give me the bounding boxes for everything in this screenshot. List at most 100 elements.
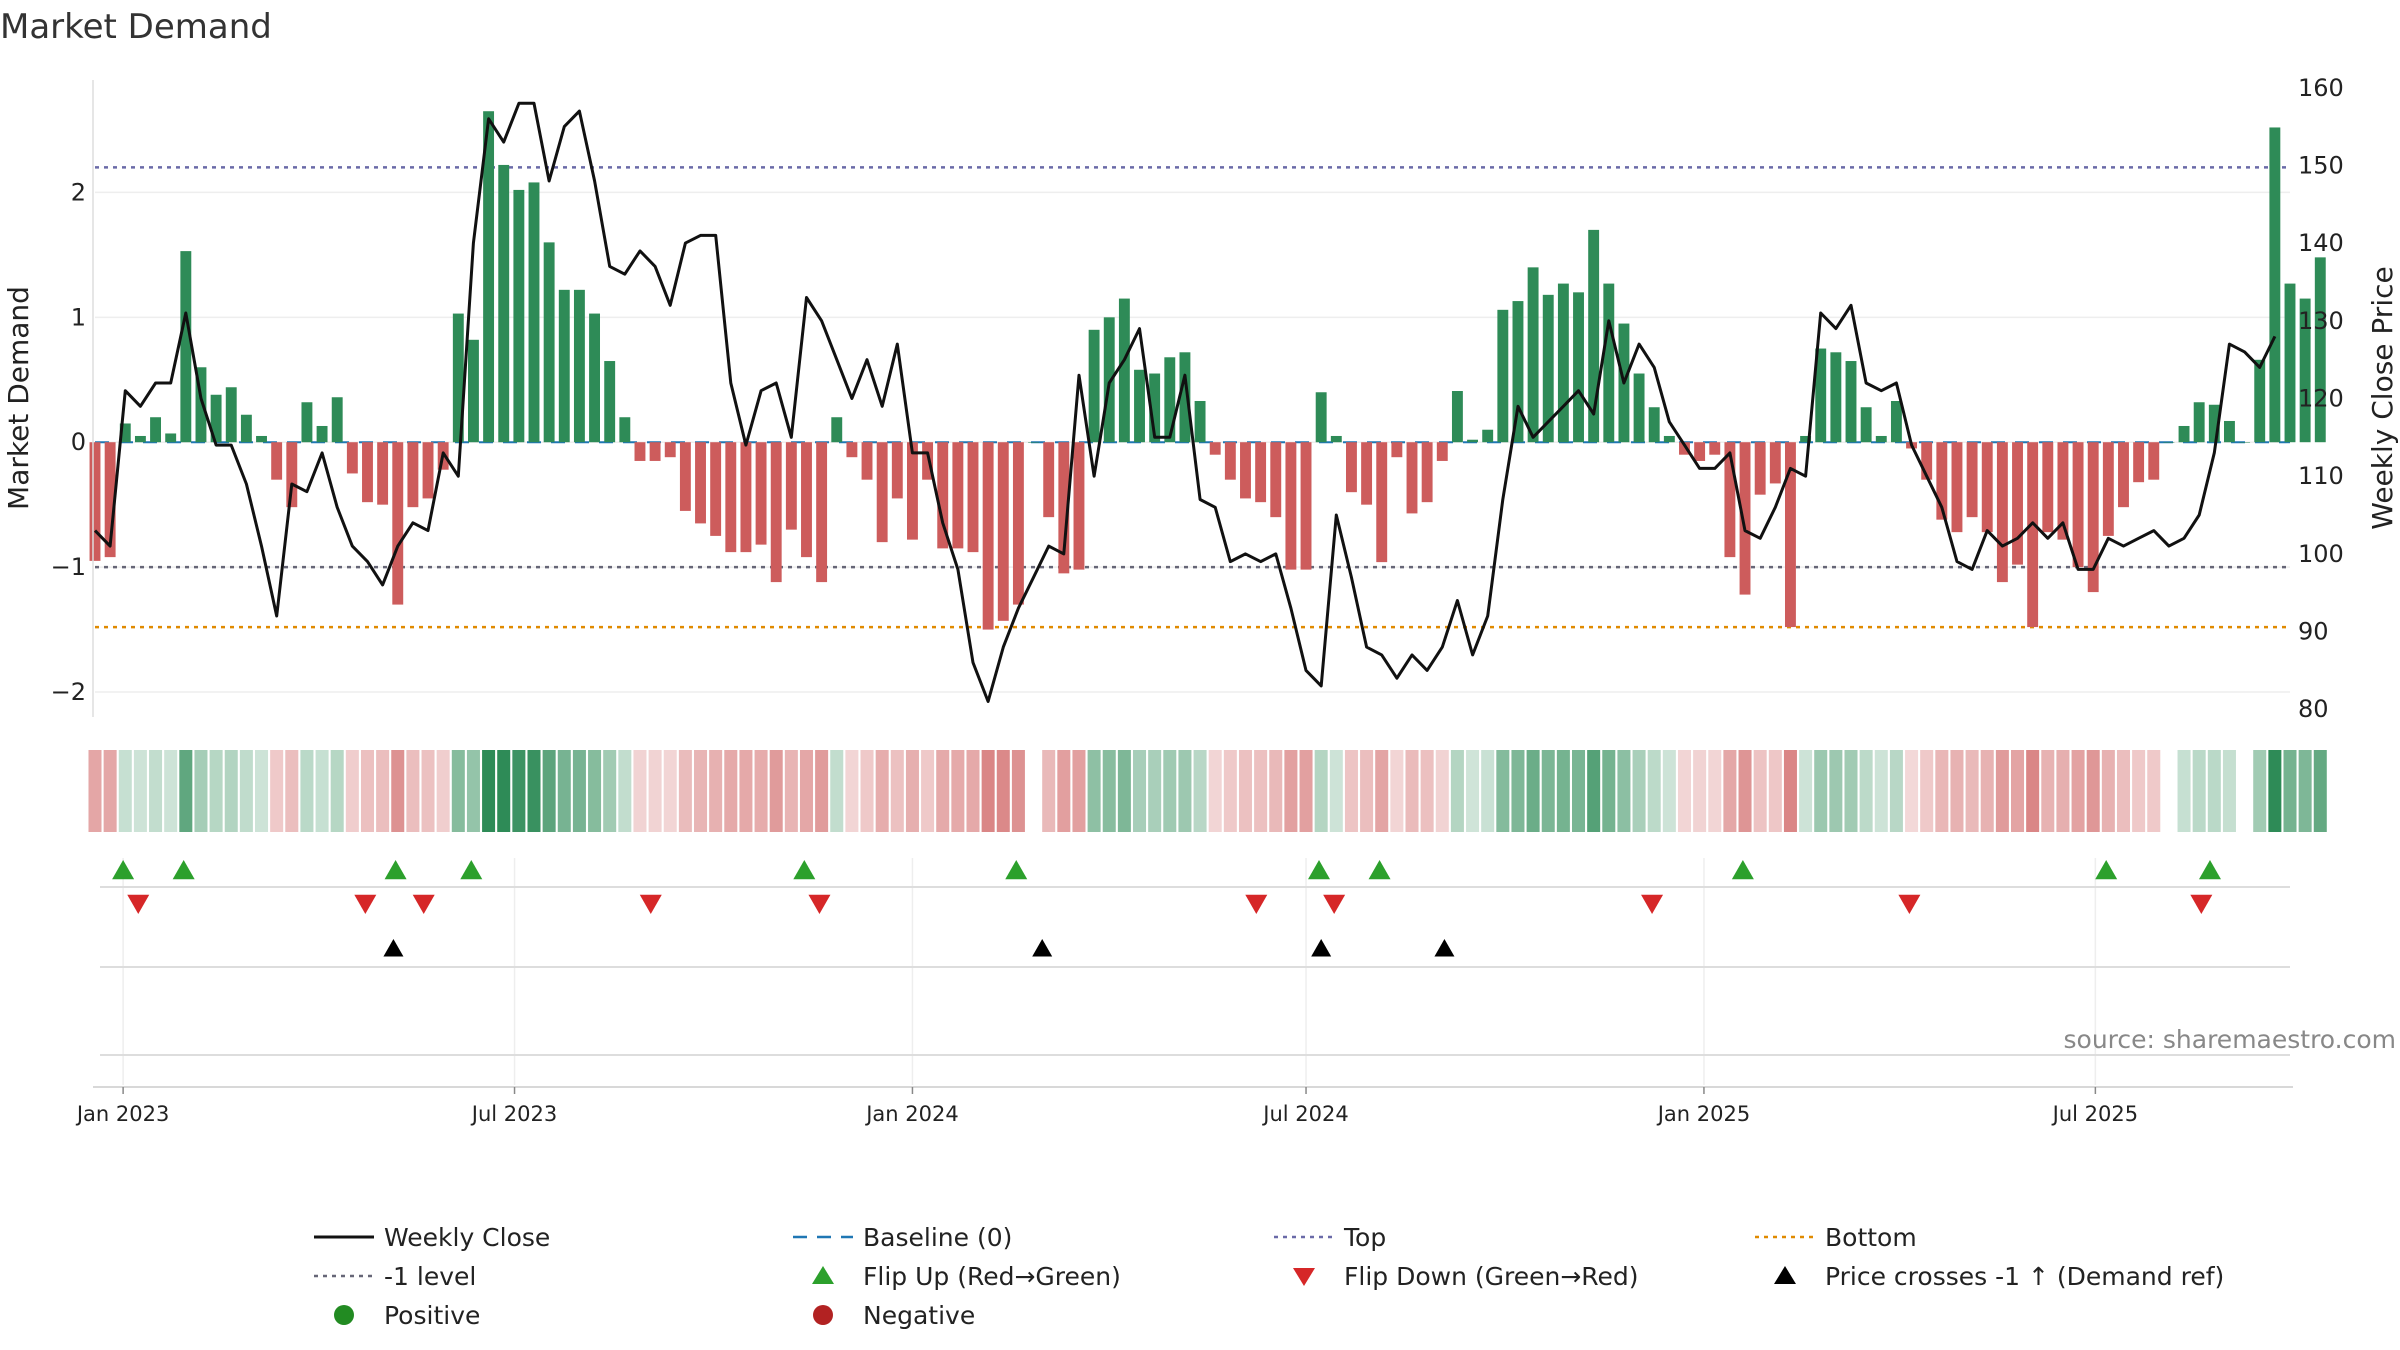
heat-cell	[497, 750, 511, 832]
demand-bar	[846, 442, 858, 458]
event-markers	[100, 860, 2290, 1056]
demand-bar	[1966, 442, 1978, 518]
demand-bar	[89, 442, 101, 561]
heat-cell	[2313, 750, 2327, 832]
heat-cell	[754, 750, 768, 832]
heat-cell	[1814, 750, 1828, 832]
heat-cell	[1889, 750, 1903, 832]
demand-bar	[1134, 369, 1145, 443]
heat-cell	[1405, 750, 1419, 832]
heat-cell	[1617, 750, 1631, 832]
demand-bar	[1376, 442, 1388, 563]
legend-label: -1 level	[384, 1262, 476, 1291]
demand-bar	[725, 442, 737, 553]
demand-bar	[407, 442, 419, 508]
demand-bar	[1406, 442, 1418, 514]
demand-bar	[256, 435, 267, 443]
flip-down-marker	[1898, 894, 1921, 914]
demand-bar	[1527, 267, 1539, 443]
demand-bar	[2208, 404, 2220, 443]
heat-cell	[1329, 750, 1343, 832]
flip-up-marker	[1731, 860, 1754, 880]
flip-up-marker	[2198, 860, 2221, 880]
heat-cell	[1662, 750, 1676, 832]
heat-cell	[2056, 750, 2070, 832]
legend-swatch	[813, 1305, 833, 1325]
legend: Weekly Close Baseline (0) Top Bottom -1 leve…	[314, 1223, 2224, 1330]
demand-heat-strip	[88, 750, 2327, 832]
heat-cell	[1087, 750, 1101, 832]
demand-bar	[1845, 361, 1857, 443]
heat-cell	[406, 750, 420, 832]
demand-bar	[1633, 373, 1645, 443]
heat-cell	[2086, 750, 2100, 832]
heat-cell	[1874, 750, 1888, 832]
demand-bar	[240, 414, 252, 443]
heat-cell	[194, 750, 208, 832]
heat-cell	[1920, 750, 1934, 832]
price-line-layer	[93, 101, 2277, 703]
heat-cell	[1602, 750, 1616, 832]
legend-label: Bottom	[1825, 1223, 1917, 1252]
heat-cell	[1466, 750, 1480, 832]
heat-cell	[2147, 750, 2161, 832]
heat-cell	[1738, 750, 1752, 832]
flip-down-marker	[1245, 894, 1268, 914]
legend-label: Baseline (0)	[863, 1223, 1012, 1252]
flip-up-marker	[460, 860, 483, 880]
demand-bar	[1815, 348, 1827, 443]
heat-cell	[164, 750, 178, 832]
y-tick-label: −1	[51, 553, 86, 581]
heat-cell	[376, 750, 390, 832]
legend-label: Price crosses -1 ↑ (Demand ref)	[1825, 1262, 2224, 1291]
flip-up-marker	[172, 860, 195, 880]
demand-bar	[1996, 442, 2008, 583]
demand-bar	[695, 442, 706, 524]
demand-bar	[1784, 442, 1796, 628]
demand-bar	[2299, 298, 2311, 443]
demand-bar	[1361, 442, 1373, 505]
demand-bar	[2284, 283, 2296, 443]
legend-swatch	[1293, 1268, 1315, 1286]
demand-bar	[2193, 402, 2205, 443]
heat-cell	[936, 750, 950, 832]
heat-cell	[2116, 750, 2130, 832]
demand-bar	[558, 289, 570, 443]
legend-item-top: Top	[1274, 1223, 1386, 1252]
x-tick-label: Jan 2023	[75, 1102, 170, 1126]
demand-bar	[271, 442, 283, 480]
heat-cell	[345, 750, 359, 832]
heat-cell	[421, 750, 435, 832]
demand-bar	[316, 425, 328, 443]
demand-bar	[1890, 400, 1902, 443]
heat-cell	[1057, 750, 1071, 832]
demand-bar	[2239, 442, 2251, 443]
heat-cell	[1723, 750, 1737, 832]
demand-bar	[1391, 442, 1403, 458]
demand-bar	[1936, 442, 1948, 520]
demand-bar	[573, 289, 585, 443]
heat-cell	[209, 750, 223, 832]
heat-cell	[1556, 750, 1570, 832]
heat-cell	[1935, 750, 1949, 832]
heat-cell	[330, 750, 344, 832]
demand-bar	[831, 417, 843, 443]
demand-bar	[589, 313, 601, 443]
heat-cell	[224, 750, 238, 832]
demand-bar	[104, 442, 116, 558]
legend-item-flipup: Flip Up (Red→Green)	[812, 1262, 1121, 1291]
demand-bar	[165, 433, 177, 443]
heat-cell	[2207, 750, 2221, 832]
heat-cell	[769, 750, 783, 832]
demand-bar	[150, 417, 162, 443]
heat-cell	[466, 750, 480, 832]
demand-bar	[2027, 442, 2039, 628]
heat-cell	[996, 750, 1010, 832]
heat-cell	[2011, 750, 2025, 832]
heat-cell	[633, 750, 647, 832]
legend-label: Weekly Close	[384, 1223, 550, 1252]
heat-cell	[239, 750, 253, 832]
heat-cell	[1693, 750, 1707, 832]
demand-bar	[997, 442, 1009, 621]
heat-cell	[1829, 750, 1843, 832]
